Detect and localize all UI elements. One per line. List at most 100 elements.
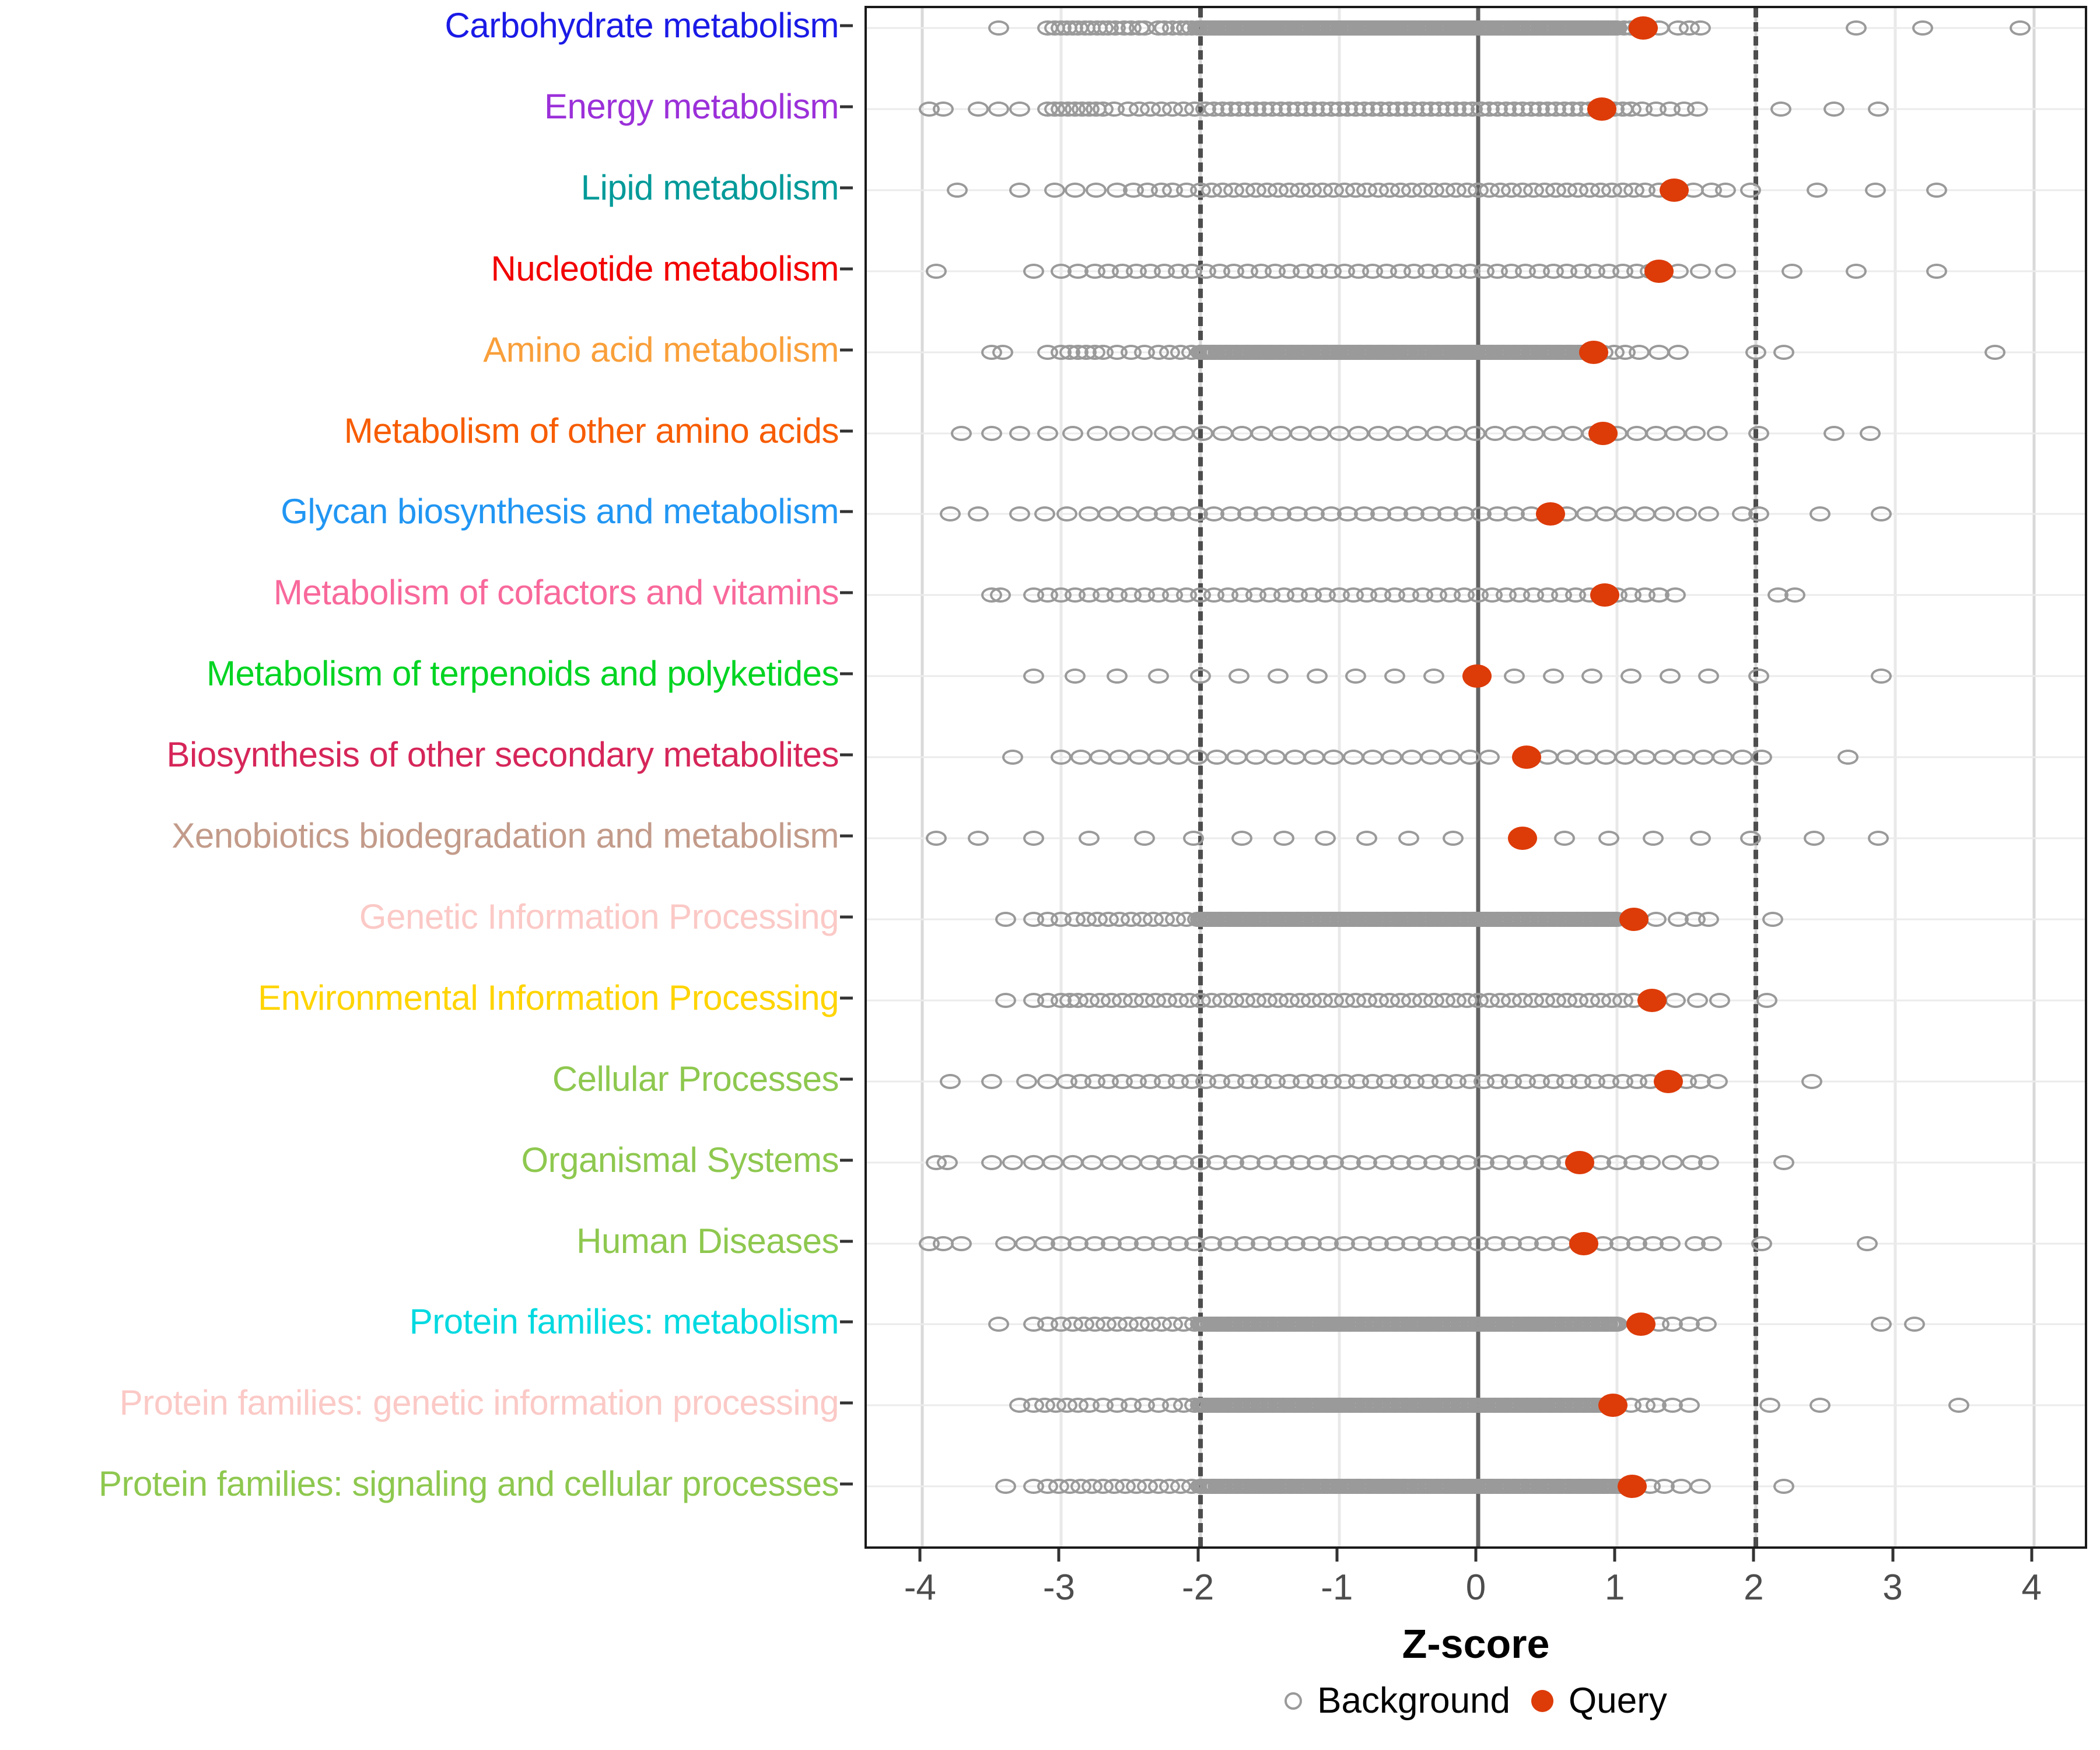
threshold-line — [1754, 8, 1759, 1546]
background-point — [1342, 750, 1364, 765]
background-point — [1714, 182, 1736, 198]
background-point — [1856, 1236, 1878, 1251]
zero-line — [1476, 8, 1480, 1546]
background-point — [1109, 750, 1130, 765]
background-point — [1706, 425, 1728, 441]
background-point — [1044, 182, 1065, 198]
background-point — [1153, 425, 1175, 441]
background-point — [1167, 750, 1189, 765]
y-axis-label: Glycan biosynthesis and metabolism — [281, 492, 839, 531]
y-axis-tick — [840, 1320, 853, 1324]
background-point — [1098, 506, 1119, 522]
y-axis-tick — [840, 1401, 853, 1405]
background-point — [1556, 750, 1578, 765]
background-point — [1290, 425, 1311, 441]
background-point — [1465, 425, 1486, 441]
y-axis-tick — [840, 429, 853, 432]
background-point — [1016, 1073, 1037, 1089]
background-point — [1870, 668, 1892, 684]
y-axis-label: Amino acid metabolism — [483, 330, 839, 369]
background-point — [1634, 506, 1656, 522]
background-point — [995, 1479, 1017, 1494]
y-axis-label: Protein families: genetic information pr… — [119, 1383, 839, 1423]
y-axis-tick — [840, 510, 853, 513]
background-point — [1823, 101, 1845, 117]
background-point — [1751, 1236, 1772, 1251]
x-axis-tick — [918, 1549, 922, 1562]
background-point — [1523, 425, 1545, 441]
background-point — [1065, 182, 1086, 198]
background-point — [1182, 831, 1204, 846]
y-gridline — [867, 837, 2085, 839]
background-point — [1626, 425, 1647, 441]
background-point — [1665, 587, 1686, 603]
background-point — [1912, 20, 1934, 36]
background-point — [1867, 831, 1889, 846]
background-point — [1009, 506, 1030, 522]
y-axis-label: Energy metabolism — [544, 86, 839, 126]
background-point — [1706, 1073, 1728, 1089]
query-point — [1598, 1394, 1628, 1418]
y-axis-label: Environmental Information Processing — [258, 978, 839, 1017]
background-point — [1148, 668, 1170, 684]
y-axis-label: Cellular Processes — [552, 1059, 839, 1098]
background-point — [1009, 101, 1030, 117]
x-gridline — [921, 8, 924, 1546]
legend-item-query: Query — [1531, 1680, 1667, 1721]
background-point — [995, 911, 1017, 927]
background-point — [1128, 750, 1150, 765]
background-point — [1654, 750, 1675, 765]
query-point — [1564, 1150, 1594, 1174]
background-point — [1629, 344, 1650, 360]
background-point — [1192, 425, 1214, 441]
background-point — [1309, 425, 1331, 441]
x-axis-tick-label: 1 — [1604, 1567, 1625, 1608]
y-axis-tick — [840, 348, 853, 352]
y-axis-label: Human Diseases — [576, 1221, 839, 1261]
background-point — [1859, 425, 1881, 441]
background-point — [1503, 425, 1525, 441]
background-point — [1701, 1236, 1723, 1251]
x-gridline — [1059, 8, 1063, 1546]
background-point — [1801, 1073, 1822, 1089]
plot-panel — [864, 6, 2087, 1549]
background-point — [1581, 668, 1603, 684]
background-point — [1673, 750, 1695, 765]
x-gridline — [1338, 8, 1341, 1546]
background-point — [1687, 101, 1709, 117]
background-point — [1270, 425, 1292, 441]
background-point — [1384, 668, 1406, 684]
background-point — [1367, 425, 1389, 441]
background-point — [1926, 263, 1947, 279]
background-point — [939, 1073, 961, 1089]
background-point — [1562, 425, 1583, 441]
background-point — [1709, 992, 1731, 1008]
y-axis-tick — [840, 186, 853, 190]
background-point — [1134, 831, 1156, 846]
query-point — [1462, 664, 1492, 688]
x-axis-tick-label: -4 — [904, 1567, 936, 1608]
query-point — [1535, 502, 1565, 526]
y-axis-tick — [840, 672, 853, 676]
background-point — [1665, 425, 1686, 441]
background-point — [988, 20, 1010, 36]
background-point — [1426, 425, 1447, 441]
background-point — [1615, 750, 1636, 765]
background-point — [1284, 750, 1306, 765]
query-point — [1659, 178, 1689, 202]
query-point — [1644, 259, 1674, 283]
background-point — [1056, 506, 1077, 522]
background-point — [1090, 750, 1111, 765]
background-point — [939, 506, 961, 522]
background-point — [1189, 668, 1211, 684]
background-point — [1186, 750, 1208, 765]
background-point — [1865, 182, 1887, 198]
background-point — [1845, 20, 1867, 36]
threshold-line — [1198, 8, 1203, 1546]
background-point — [967, 101, 989, 117]
background-point — [1542, 668, 1564, 684]
background-point — [1731, 750, 1753, 765]
query-point — [1508, 827, 1538, 850]
query-point — [1619, 907, 1648, 931]
background-point — [995, 1236, 1017, 1251]
